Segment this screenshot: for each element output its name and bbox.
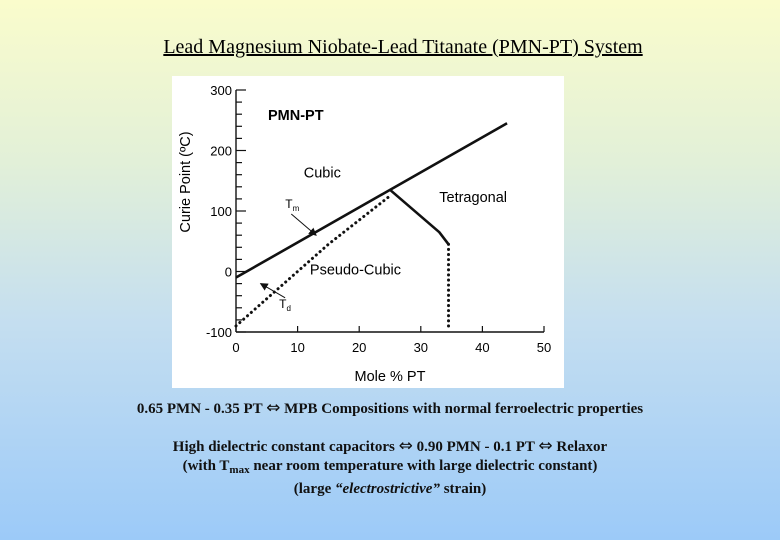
- phase-diagram-panel: -100 0 100 200 300 0 10 20 30 40 50 Cubic Tetragonal…: [172, 76, 564, 388]
- strain-prefix: (large: [293, 481, 335, 497]
- electrostrictive-term: “electrostrictive”: [335, 481, 440, 497]
- x-tick-label: 50: [537, 340, 551, 355]
- electrostrictive-line: (large “electrostrictive” strain): [0, 481, 780, 498]
- y-axis-label: Curie Point (ºC): [178, 131, 194, 232]
- annotation-arrow: [290, 213, 317, 236]
- mpb-description: MPB Compositions with normal ferroelectr…: [284, 401, 644, 417]
- slide-title: Lead Magnesium Niobate-Lead Titanate (PM…: [163, 36, 643, 58]
- chart-title: PMN-PT: [268, 108, 324, 124]
- mpb-composition: 0.65 PMN - 0.35 PT: [136, 401, 263, 417]
- capacitor-text: High dielectric constant capacitors: [172, 439, 395, 455]
- x-tick-label: 20: [352, 340, 366, 355]
- region-label-tetragonal: Tetragonal: [439, 190, 507, 206]
- relaxor-line: High dielectric constant capacitors ⇔ 0.…: [0, 436, 780, 456]
- x-tick-label: 10: [290, 340, 304, 355]
- y-tick-label: -100: [206, 325, 232, 340]
- tmax-prefix: (with T: [182, 458, 230, 474]
- x-axis-label: Mole % PT: [355, 369, 426, 385]
- double-arrow-icon: ⇔: [266, 398, 281, 418]
- mpb-composition-line: 0.65 PMN - 0.35 PT ⇔ MPB Compositions wi…: [0, 398, 780, 418]
- y-tick-label: 300: [210, 83, 232, 98]
- x-tick-label: 40: [475, 340, 489, 355]
- series-line-td: [234, 194, 392, 328]
- double-arrow-icon: ⇔: [538, 436, 553, 456]
- tmax-description: near room temperature with large dielect…: [249, 458, 598, 474]
- curve-label-td: Td: [279, 297, 291, 313]
- tmax-line: (with Tmax near room temperature with la…: [0, 458, 780, 476]
- y-tick-label: 100: [210, 204, 232, 219]
- region-label-pseudo-cubic: Pseudo-Cubic: [310, 263, 401, 279]
- y-tick-label: 0: [225, 265, 232, 280]
- annotation-arrow: [259, 283, 286, 299]
- relaxor-composition: 0.90 PMN - 0.1 PT: [416, 439, 535, 455]
- x-tick-label: 30: [414, 340, 428, 355]
- series-line-mpb: [389, 188, 450, 246]
- curve-label-tm: Tm: [285, 197, 299, 213]
- x-tick-label: 0: [232, 340, 239, 355]
- tmax-subscript: max: [229, 464, 250, 476]
- strain-suffix: strain): [439, 481, 487, 497]
- relaxor-label: Relaxor: [556, 439, 608, 455]
- double-arrow-icon: ⇔: [398, 436, 413, 456]
- y-tick-label: 200: [210, 144, 232, 159]
- region-label-cubic: Cubic: [304, 166, 341, 182]
